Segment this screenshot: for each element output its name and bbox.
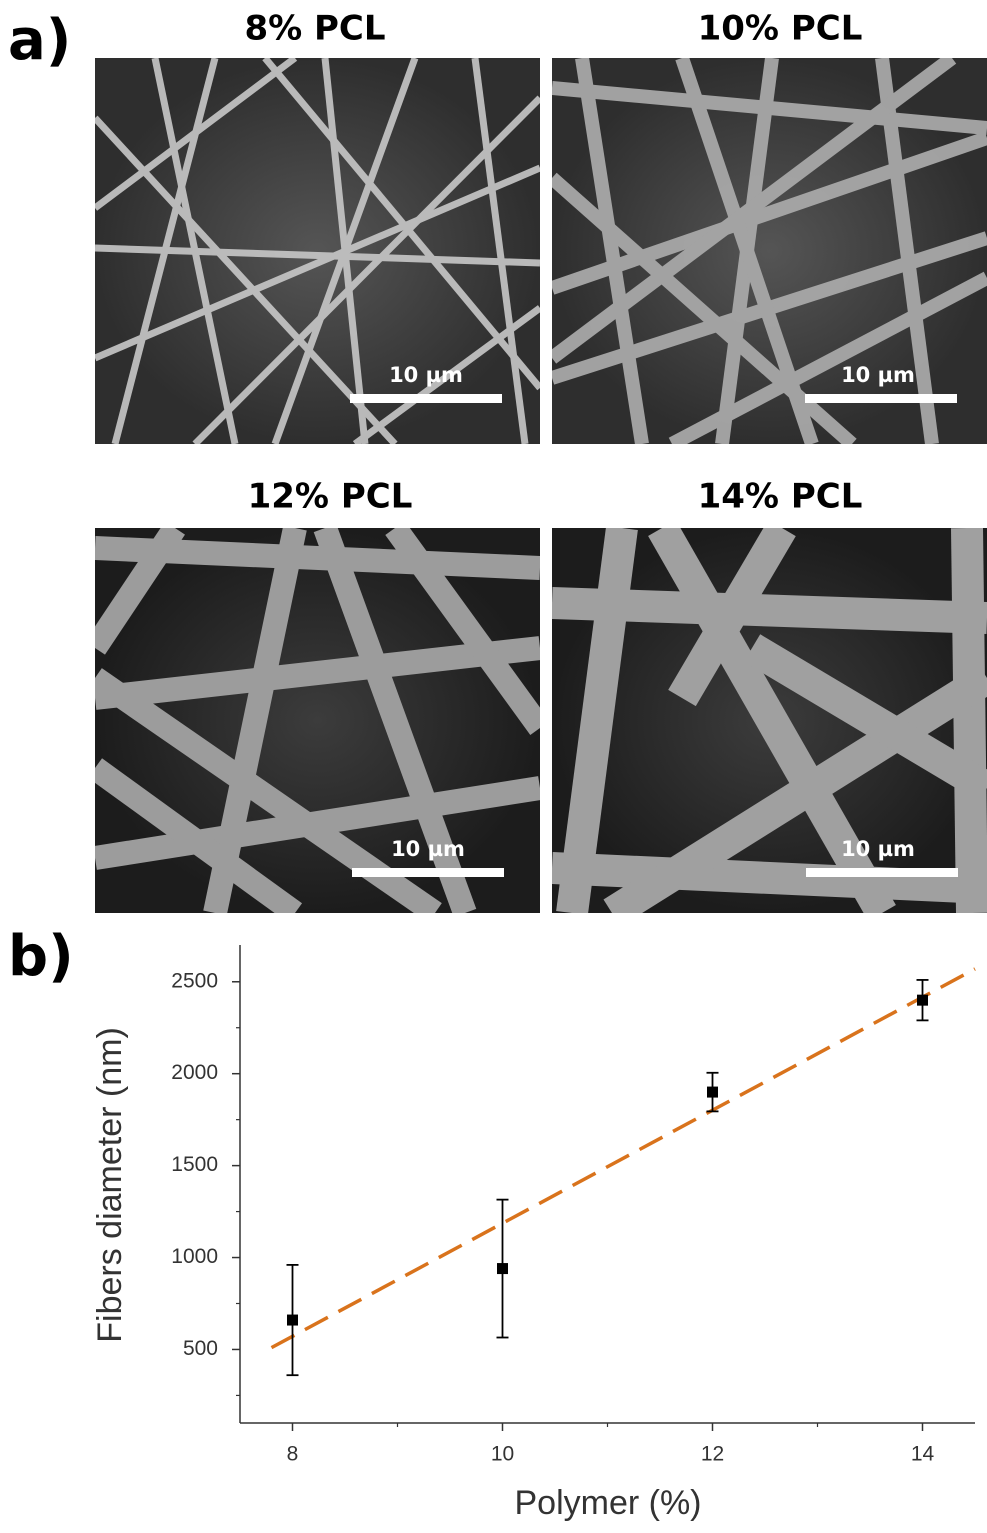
scale-label: 10 µm [841,837,915,861]
data-point [287,1315,298,1326]
y-tick-label: 2000 [171,1061,218,1084]
panel-letter: b) [8,924,74,989]
scatter-plot: Polymer (%) Fibers diameter (nm) [91,945,975,1522]
figure: a) b) 8% PCL 10% PCL 12% PCL 14% PCL 10 … [0,0,987,1533]
x-tick-label: 10 [491,1443,514,1466]
y-tick-label: 500 [183,1337,218,1360]
x-tick-label: 8 [287,1443,299,1466]
scale-label: 10 µm [391,837,465,861]
fit-line [272,969,976,1348]
y-tick-label: 2500 [171,969,218,992]
image-title: 12% PCL [248,477,413,517]
scale-label: 10 µm [841,363,915,387]
data-point [707,1087,718,1098]
image-title: 8% PCL [244,9,385,49]
sem-image: 10 µm [95,58,540,444]
data-point [917,995,928,1006]
y-axis-title: Fibers diameter (nm) [91,1027,129,1343]
data-point [497,1263,508,1274]
sem-image: 10 µm [95,528,540,913]
y-tick-label: 1000 [171,1245,218,1268]
sem-image: 10 µm [552,528,987,913]
sem-image: 10 µm [552,58,987,444]
image-title: 14% PCL [698,477,863,517]
x-tick-label: 12 [701,1443,724,1466]
panel-letter: a) [8,8,71,73]
image-title: 10% PCL [698,9,863,49]
y-tick-label: 1500 [171,1153,218,1176]
x-tick-label: 14 [911,1443,935,1466]
scale-label: 10 µm [389,363,463,387]
x-axis-title: Polymer (%) [514,1484,701,1522]
